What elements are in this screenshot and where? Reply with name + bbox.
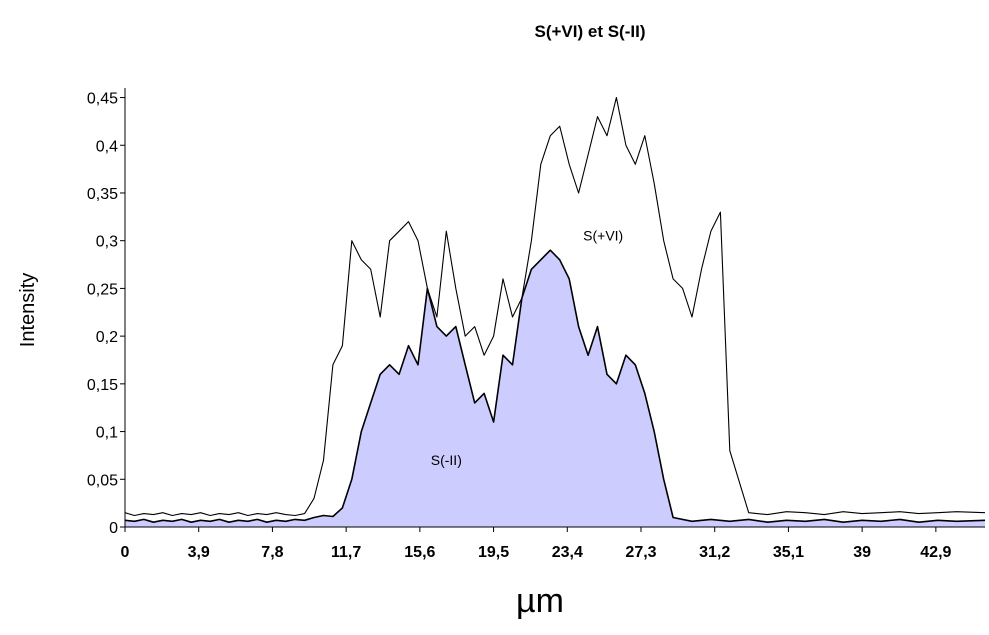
x-axis-ticks: 0 3,9 7,8 11,7 15,6 19,5 23,4 27,3 31,2 35,1 39 42,… [121, 527, 952, 561]
y-tick-label: 0,2 [96, 329, 118, 346]
x-tick-label: 23,4 [552, 544, 583, 561]
x-tick-label: 27,3 [625, 544, 656, 561]
y-tick-label: 0,15 [87, 377, 118, 394]
x-tick-label: 11,7 [331, 544, 361, 561]
x-tick-label: 0 [121, 544, 130, 561]
y-tick-label: 0 [109, 520, 118, 537]
y-tick-label: 0,25 [87, 281, 118, 298]
x-tick-label: 42,9 [920, 544, 951, 561]
annotations: S(+VI) S(-II) [431, 228, 623, 468]
annotation-label: S(+VI) [583, 228, 623, 244]
y-tick-label: 0,3 [96, 234, 118, 251]
chart-title: S(+VI) et S(-II) [535, 22, 646, 41]
x-tick-label: 31,2 [699, 544, 730, 561]
x-tick-label: 7,8 [261, 544, 283, 561]
x-tick-label: 3,9 [188, 544, 210, 561]
series-s-vi-line [124, 96, 986, 517]
x-axis-label: µm [516, 582, 564, 620]
x-tick-label: 15,6 [404, 544, 435, 561]
x-tick-label: 19,5 [478, 544, 509, 561]
plot-area [124, 96, 986, 527]
series-s-ii-area [125, 250, 985, 527]
y-axis-label: Intensity [17, 273, 39, 347]
y-tick-label: 0,1 [96, 425, 118, 442]
annotation-label: S(-II) [431, 452, 462, 468]
x-tick-label: 35,1 [773, 544, 804, 561]
x-tick-label: 39 [853, 544, 871, 561]
y-tick-label: 0,45 [87, 91, 118, 108]
y-tick-label: 0,05 [87, 472, 118, 489]
y-tick-label: 0,4 [96, 138, 118, 155]
y-tick-label: 0,35 [87, 186, 118, 203]
y-axis-ticks: 0 0,05 0,1 0,15 0,2 0,25 0,3 0,35 0,4 0,45 [87, 91, 125, 537]
series-s-ii-line [124, 249, 986, 524]
